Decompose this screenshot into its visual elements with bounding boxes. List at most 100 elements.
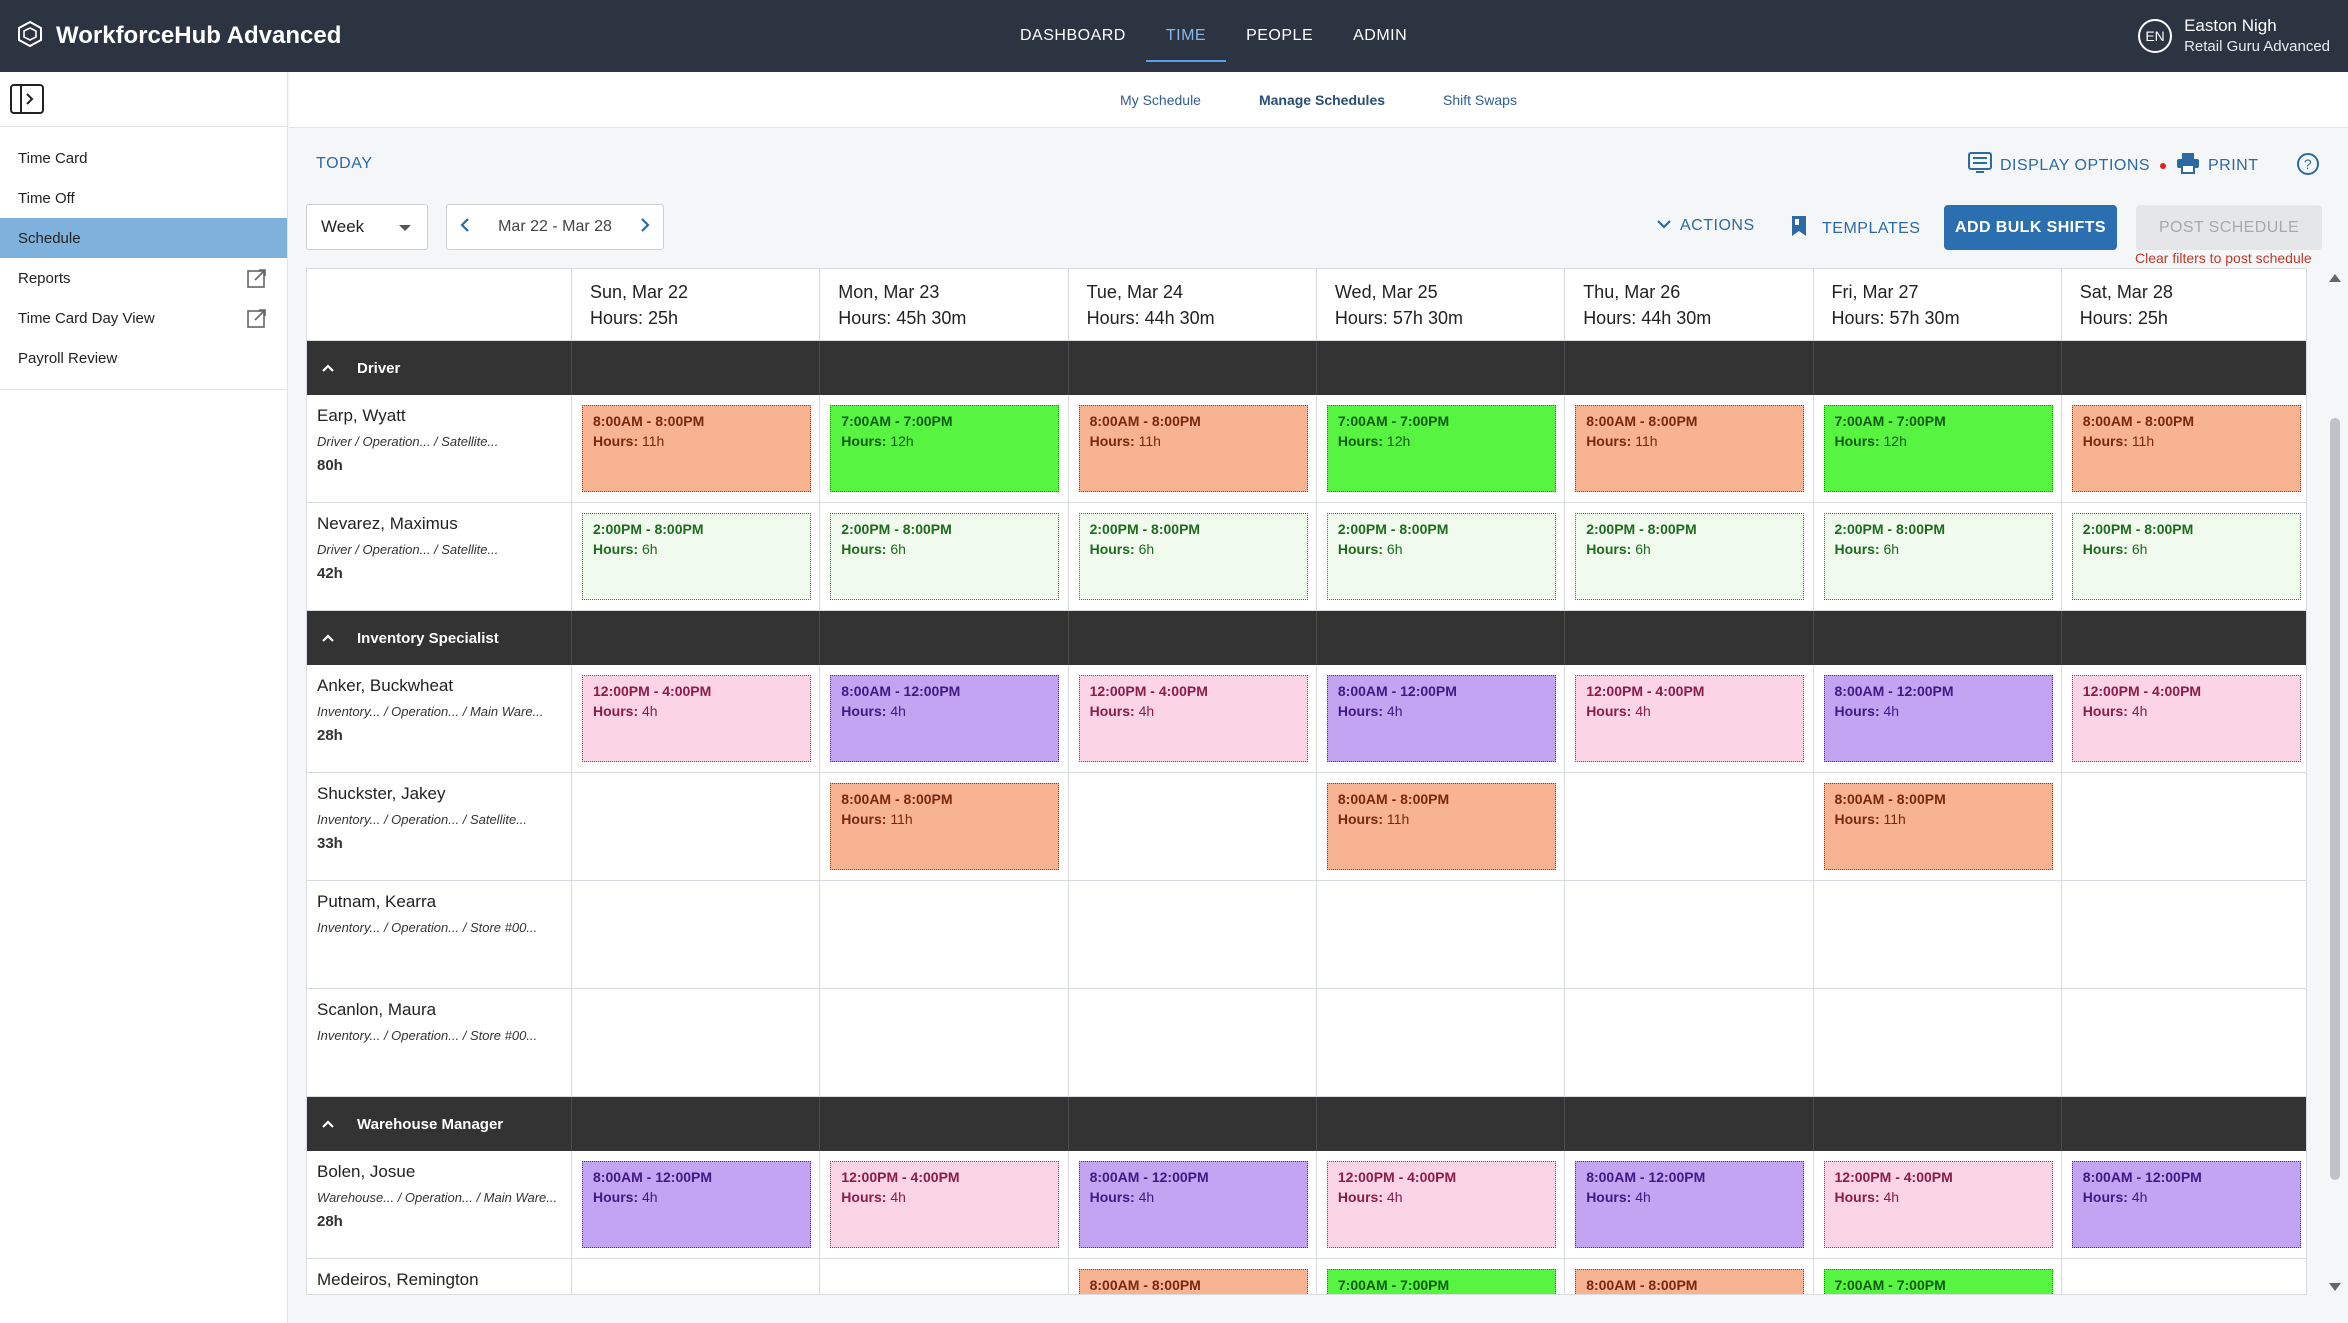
schedule-day-cell[interactable] [819, 989, 1067, 1097]
shift-block[interactable]: 8:00AM - 12:00PM Hours: 4h [2071, 1161, 2301, 1248]
shift-block[interactable]: 12:00PM - 4:00PM Hours: 4h [2071, 675, 2301, 762]
schedule-day-cell[interactable] [571, 1259, 819, 1294]
schedule-day-cell[interactable] [2060, 1259, 2306, 1294]
schedule-day-cell[interactable]: 7:00AM - 7:00PM [1315, 1259, 1564, 1294]
group-header-row[interactable]: Driver [307, 341, 2306, 395]
chevron-up-icon[interactable] [321, 1116, 335, 1133]
scroll-thumb[interactable] [2330, 418, 2340, 1180]
employee-info[interactable]: Shuckster, Jakey Inventory... / Operation… [307, 773, 571, 881]
schedule-day-cell[interactable]: 7:00AM - 7:00PM Hours: 12h [1812, 395, 2061, 503]
employee-info[interactable]: Earp, Wyatt Driver / Operation... / Satel… [307, 395, 571, 503]
schedule-day-cell[interactable] [1315, 881, 1564, 989]
shift-block[interactable]: 8:00AM - 8:00PM Hours: 11h [1575, 405, 1805, 492]
shift-block[interactable]: 12:00PM - 4:00PM Hours: 4h [1078, 675, 1308, 762]
shift-block[interactable]: 7:00AM - 7:00PM [1823, 1269, 2053, 1294]
tab-manage-schedules[interactable]: Manage Schedules [1258, 91, 1386, 108]
schedule-day-cell[interactable] [1564, 773, 1812, 881]
schedule-day-cell[interactable]: 7:00AM - 7:00PM Hours: 12h [819, 395, 1067, 503]
help-icon[interactable]: ? [2296, 152, 2320, 176]
scroll-down-icon[interactable] [2329, 1283, 2341, 1291]
shift-block[interactable]: 2:00PM - 8:00PM Hours: 6h [2071, 513, 2301, 600]
schedule-day-cell[interactable]: 12:00PM - 4:00PM Hours: 4h [1812, 1151, 2061, 1259]
employee-info[interactable]: Putnam, Kearra Inventory... / Operation..… [307, 881, 571, 989]
schedule-day-cell[interactable]: 8:00AM - 8:00PM Hours: 11h [819, 773, 1067, 881]
shift-block[interactable]: 8:00AM - 12:00PM Hours: 4h [1078, 1161, 1308, 1248]
schedule-day-cell[interactable]: 2:00PM - 8:00PM Hours: 6h [1067, 503, 1316, 611]
chevron-left-icon[interactable] [459, 217, 471, 238]
employee-info[interactable]: Nevarez, Maximus Driver / Operation... / … [307, 503, 571, 611]
schedule-day-cell[interactable]: 8:00AM - 12:00PM Hours: 4h [819, 665, 1067, 773]
schedule-day-cell[interactable] [1315, 989, 1564, 1097]
day-header[interactable]: Mon, Mar 23 Hours: 45h 30m [819, 269, 1067, 341]
shift-block[interactable]: 8:00AM - 12:00PM Hours: 4h [582, 1161, 811, 1248]
schedule-day-cell[interactable] [819, 881, 1067, 989]
display-options-button[interactable]: DISPLAY OPTIONS [1968, 152, 2167, 179]
sidebar-item-payroll-review[interactable]: Payroll Review [0, 338, 287, 378]
schedule-day-cell[interactable]: 8:00AM - 8:00PM Hours: 11h [2060, 395, 2306, 503]
employee-info[interactable]: Medeiros, Remington [307, 1259, 571, 1294]
scroll-up-icon[interactable] [2329, 274, 2341, 282]
sidebar-item-time-card[interactable]: Time Card [0, 138, 287, 178]
chevron-right-icon[interactable] [639, 217, 651, 238]
schedule-day-cell[interactable]: 8:00AM - 8:00PM [1067, 1259, 1316, 1294]
nav-time[interactable]: TIME [1145, 0, 1227, 72]
shift-block[interactable]: 8:00AM - 12:00PM Hours: 4h [830, 675, 1060, 762]
shift-block[interactable]: 2:00PM - 8:00PM Hours: 6h [582, 513, 811, 600]
view-select[interactable]: Week [306, 204, 428, 250]
schedule-day-cell[interactable] [571, 881, 819, 989]
shift-block[interactable]: 2:00PM - 8:00PM Hours: 6h [1575, 513, 1805, 600]
sidebar-toggle-icon[interactable] [10, 84, 44, 114]
schedule-day-cell[interactable]: 2:00PM - 8:00PM Hours: 6h [571, 503, 819, 611]
nav-people[interactable]: PEOPLE [1246, 27, 1314, 44]
schedule-day-cell[interactable] [571, 989, 819, 1097]
external-link-icon[interactable] [247, 308, 267, 332]
schedule-day-cell[interactable]: 8:00AM - 12:00PM Hours: 4h [1067, 1151, 1316, 1259]
print-button[interactable]: PRINT [2176, 152, 2259, 179]
employee-info[interactable]: Scanlon, Maura Inventory... / Operation..… [307, 989, 571, 1097]
schedule-day-cell[interactable]: 8:00AM - 8:00PM Hours: 11h [1067, 395, 1316, 503]
schedule-day-cell[interactable]: 8:00AM - 12:00PM Hours: 4h [1564, 1151, 1812, 1259]
schedule-day-cell[interactable]: 8:00AM - 12:00PM Hours: 4h [2060, 1151, 2306, 1259]
group-header-row[interactable]: Inventory Specialist [307, 611, 2306, 665]
schedule-day-cell[interactable] [2060, 773, 2306, 881]
schedule-day-cell[interactable]: 2:00PM - 8:00PM Hours: 6h [2060, 503, 2306, 611]
add-bulk-shifts-button[interactable]: ADD BULK SHIFTS [1944, 205, 2117, 250]
post-schedule-button[interactable]: POST SCHEDULE [2136, 205, 2322, 250]
sidebar-item-time-card-day-view[interactable]: Time Card Day View [0, 298, 287, 338]
nav-admin[interactable]: ADMIN [1353, 27, 1408, 44]
schedule-day-cell[interactable]: 8:00AM - 12:00PM Hours: 4h [1315, 665, 1564, 773]
sidebar-item-reports[interactable]: Reports [0, 258, 287, 298]
day-header[interactable]: Fri, Mar 27 Hours: 57h 30m [1812, 269, 2061, 341]
schedule-day-cell[interactable]: 2:00PM - 8:00PM Hours: 6h [1812, 503, 2061, 611]
schedule-day-cell[interactable]: 2:00PM - 8:00PM Hours: 6h [819, 503, 1067, 611]
sidebar-item-schedule[interactable]: Schedule [0, 218, 287, 258]
chevron-up-icon[interactable] [321, 360, 335, 377]
day-header[interactable]: Sun, Mar 22 Hours: 25h [571, 269, 819, 341]
schedule-day-cell[interactable]: 8:00AM - 8:00PM Hours: 11h [1812, 773, 2061, 881]
schedule-day-cell[interactable] [2060, 989, 2306, 1097]
shift-block[interactable]: 8:00AM - 8:00PM Hours: 11h [2071, 405, 2301, 492]
schedule-day-cell[interactable] [1067, 989, 1316, 1097]
shift-block[interactable]: 2:00PM - 8:00PM Hours: 6h [1326, 513, 1556, 600]
shift-block[interactable]: 8:00AM - 8:00PM [1078, 1269, 1308, 1294]
schedule-day-cell[interactable] [1812, 989, 2061, 1097]
actions-button[interactable]: ACTIONS [1656, 217, 1755, 235]
shift-block[interactable]: 8:00AM - 8:00PM [1575, 1269, 1805, 1294]
sidebar-item-time-off[interactable]: Time Off [0, 178, 287, 218]
schedule-day-cell[interactable] [819, 1259, 1067, 1294]
shift-block[interactable]: 12:00PM - 4:00PM Hours: 4h [830, 1161, 1060, 1248]
shift-block[interactable]: 2:00PM - 8:00PM Hours: 6h [830, 513, 1060, 600]
employee-info[interactable]: Anker, Buckwheat Inventory... / Operation… [307, 665, 571, 773]
day-header[interactable]: Tue, Mar 24 Hours: 44h 30m [1067, 269, 1316, 341]
schedule-day-cell[interactable] [2060, 881, 2306, 989]
schedule-day-cell[interactable]: 12:00PM - 4:00PM Hours: 4h [571, 665, 819, 773]
schedule-day-cell[interactable] [571, 773, 819, 881]
schedule-day-cell[interactable] [1564, 881, 1812, 989]
shift-block[interactable]: 7:00AM - 7:00PM Hours: 12h [830, 405, 1060, 492]
shift-block[interactable]: 8:00AM - 12:00PM Hours: 4h [1823, 675, 2053, 762]
schedule-day-cell[interactable]: 12:00PM - 4:00PM Hours: 4h [1564, 665, 1812, 773]
schedule-day-cell[interactable]: 8:00AM - 8:00PM Hours: 11h [1564, 395, 1812, 503]
shift-block[interactable]: 7:00AM - 7:00PM [1326, 1269, 1556, 1294]
shift-block[interactable]: 8:00AM - 12:00PM Hours: 4h [1326, 675, 1556, 762]
shift-block[interactable]: 12:00PM - 4:00PM Hours: 4h [1575, 675, 1805, 762]
